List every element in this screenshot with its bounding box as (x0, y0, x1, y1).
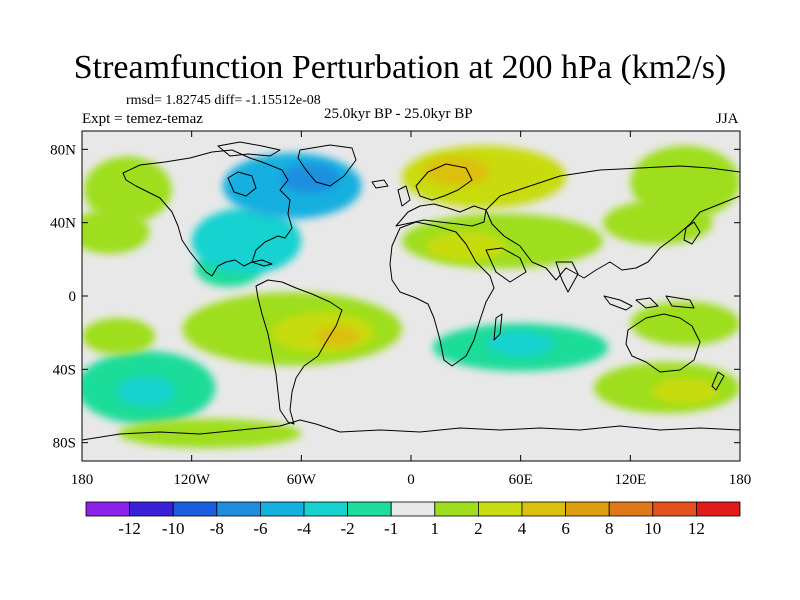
x-tick-label: 60E (509, 472, 533, 488)
colorbar-label: -12 (118, 519, 141, 538)
colorbar-label: 2 (474, 519, 483, 538)
anomaly-australia-high (630, 301, 740, 346)
map-title: Streamfunction Perturbation at 200 hPa (… (73, 49, 727, 86)
coastline-australia (625, 313, 701, 373)
anomaly-s-indian-high-core (652, 378, 719, 405)
colorbar-swatch (696, 501, 741, 517)
colorbar-swatch (652, 501, 697, 517)
coastline-caribbean (251, 259, 273, 267)
y-tick-label: 80N (50, 142, 76, 158)
colorbar-swatch (347, 501, 392, 517)
colorbar-label: -4 (297, 519, 312, 538)
colorbar-swatch (259, 501, 305, 517)
contour-field (82, 145, 740, 449)
coastline-north-america (122, 149, 293, 277)
x-tick-label: 60W (287, 472, 317, 488)
colorbar-label: -10 (162, 519, 185, 538)
anomaly-far-east-high (630, 145, 740, 219)
y-tick-label: 40S (53, 362, 76, 378)
axis-ticks: 180 120W 60W 0 60E 120E 180 80N 40N 0 40S 80S (50, 131, 751, 488)
coastline-greenland (297, 144, 357, 187)
anomaly-n-pacific-high (83, 156, 172, 223)
coastline-europe (395, 203, 487, 227)
coastline-arabia (485, 247, 527, 283)
coastlines (82, 141, 740, 441)
coastline-madagascar (493, 313, 503, 341)
anomaly-n-atlantic-low-core (281, 164, 340, 194)
colorbar-label: -2 (341, 519, 355, 538)
anomaly-ne-pacific-low (149, 145, 252, 183)
colorbar-swatch (608, 501, 654, 517)
coastline-britain (397, 185, 411, 207)
coastline-new-zealand (711, 371, 725, 391)
colorbar-label: 4 (518, 519, 527, 538)
colorbar-label: 8 (605, 519, 614, 538)
colorbar-label: 1 (431, 519, 440, 538)
colorbar-label: 10 (644, 519, 661, 538)
coastline-japan (683, 221, 701, 245)
coastline-iceland (371, 179, 389, 189)
colorbar-swatch (172, 501, 218, 517)
y-tick-label: 80S (53, 436, 76, 452)
colorbar-swatch (216, 501, 261, 517)
y-tick-label: 0 (69, 289, 77, 305)
colorbar: -12 -10 -8 -6 -4 -2 -1 1 2 4 6 8 10 12 (85, 501, 741, 538)
coastline-asia (485, 165, 740, 281)
anomaly-w-pacific-south-high (82, 318, 156, 355)
rmsd-stats: rmsd= 1.82745 diff= -1.15512e-08 (126, 93, 321, 108)
colorbar-label: -1 (384, 519, 398, 538)
colorbar-swatch (85, 501, 130, 517)
coastline-india (555, 261, 579, 293)
colorbar-swatch (303, 501, 348, 517)
anomaly-s-atlantic-high-core (315, 325, 360, 348)
colorbar-swatch (565, 501, 610, 517)
colorbar-swatch (477, 501, 523, 517)
experiment-label: Expt = temez-temaz (82, 111, 203, 127)
anomaly-w-pacific-north-high (82, 209, 150, 254)
colorbar-swatch (521, 501, 566, 517)
anomaly-scandinavia-high-core (423, 156, 490, 186)
coastline-arctic-islands (217, 141, 281, 157)
x-tick-label: 0 (407, 472, 415, 488)
coastline-south-america (255, 279, 343, 425)
x-tick-label: 120W (173, 472, 211, 488)
coastline-antarctica (82, 419, 740, 441)
colorbar-label: -6 (253, 519, 267, 538)
colorbar-label: -8 (210, 519, 224, 538)
colorbar-swatch (390, 501, 436, 517)
anomaly-s-pacific-low-core (116, 376, 176, 407)
x-tick-label: 120E (614, 472, 646, 488)
x-tick-label: 180 (729, 472, 752, 488)
colorbar-label: 12 (688, 519, 705, 538)
y-tick-label: 40N (50, 216, 76, 232)
anomaly-indian-ocean-low-core (487, 330, 554, 357)
coastline-indonesia (603, 295, 695, 311)
coastline-africa (389, 221, 495, 367)
coastline-scandinavia (415, 163, 473, 201)
coastline-hudson-bay (227, 171, 257, 197)
anomaly-n-america-low (191, 208, 302, 274)
colorbar-label: 6 (561, 519, 570, 538)
anomaly-arabia-high-core (425, 231, 507, 262)
x-tick-label: 180 (71, 472, 94, 488)
season-label: JJA (716, 111, 739, 127)
period-label: 25.0kyr BP - 25.0kyr BP (324, 106, 473, 122)
colorbar-swatch (129, 501, 174, 517)
colorbar-swatch (434, 501, 479, 517)
